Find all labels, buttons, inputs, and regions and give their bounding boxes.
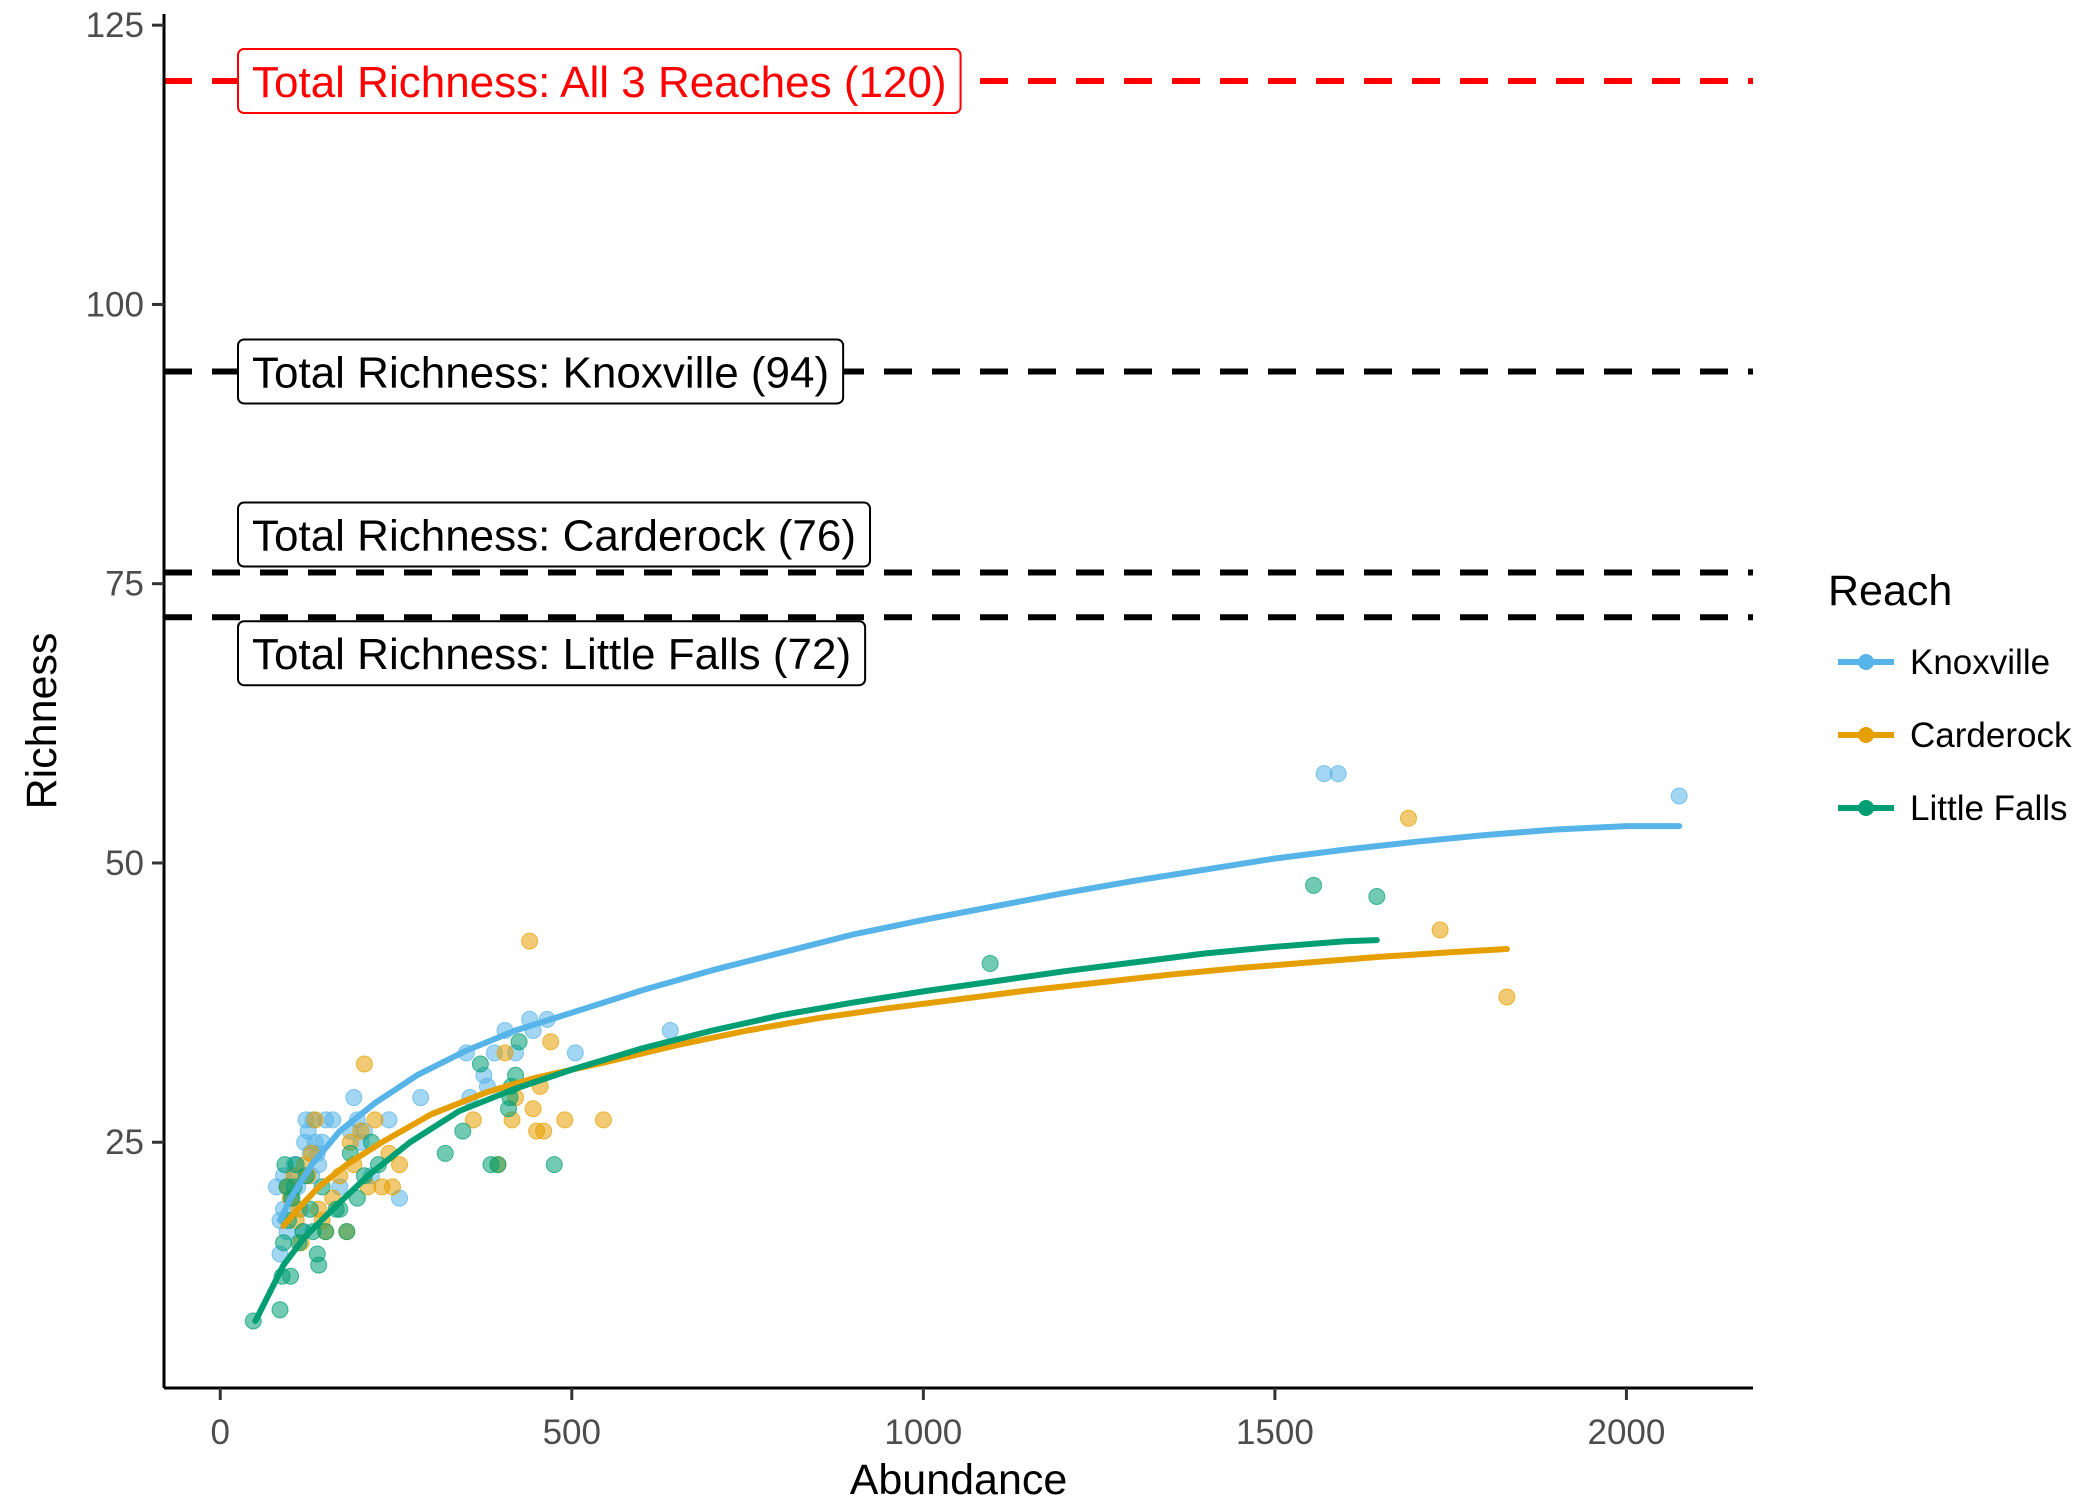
reference-label-text: Total Richness: Knoxville (94): [252, 348, 829, 397]
data-point-knoxville: [324, 1111, 342, 1129]
data-point-carderock: [1399, 809, 1417, 827]
data-point-carderock: [535, 1122, 553, 1140]
data-point-little-falls: [1305, 876, 1323, 894]
data-point-carderock: [355, 1055, 373, 1073]
x-tick-label: 500: [543, 1413, 601, 1452]
data-point-little-falls: [981, 955, 999, 973]
legend-label-carderock: Carderock: [1910, 716, 2072, 755]
y-tick-label: 125: [86, 6, 144, 45]
x-axis-title: Abundance: [850, 1456, 1068, 1500]
legend-key-point-carderock: [1858, 727, 1874, 743]
data-point-carderock: [524, 1100, 542, 1118]
legend-key-point-knoxville: [1858, 654, 1874, 670]
reference-label-box: [237, 620, 867, 687]
data-point-little-falls: [310, 1256, 328, 1274]
reference-label-box: [237, 338, 845, 405]
reference-label-box: [237, 501, 872, 568]
data-point-little-falls: [275, 1234, 293, 1252]
data-point-little-falls: [454, 1122, 472, 1140]
data-point-little-falls: [282, 1267, 300, 1285]
data-point-little-falls: [436, 1144, 454, 1162]
x-tick-label: 0: [211, 1413, 230, 1452]
data-point-little-falls: [287, 1156, 305, 1174]
data-point-little-falls: [301, 1200, 319, 1218]
reference-label-3: Total Richness: Carderock (76): [237, 501, 872, 568]
data-point-carderock: [496, 1044, 514, 1062]
reference-label-2: Total Richness: Knoxville (94): [237, 338, 845, 405]
data-point-little-falls: [338, 1223, 356, 1241]
y-axis-title: Richness: [18, 633, 66, 810]
data-point-carderock: [391, 1156, 409, 1174]
y-tick-label: 25: [105, 1123, 144, 1162]
data-point-little-falls: [510, 1033, 528, 1051]
legend: Reach Knoxville Carderock Little Falls: [1828, 567, 2072, 828]
data-point-little-falls: [271, 1301, 289, 1319]
data-point-carderock: [594, 1111, 612, 1129]
data-point-knoxville: [412, 1089, 430, 1107]
data-point-knoxville: [1329, 765, 1347, 783]
fit-line-knoxville: [277, 823, 1683, 1224]
y-tick-label: 100: [86, 285, 144, 324]
data-point-little-falls: [545, 1156, 563, 1174]
reference-label-text: Total Richness: All 3 Reaches (120): [252, 58, 947, 107]
y-tick-label: 50: [105, 844, 144, 883]
y-tick-label: 75: [105, 565, 144, 604]
legend-label-knoxville: Knoxville: [1910, 643, 2050, 682]
data-point-carderock: [1498, 988, 1516, 1006]
reference-labels: Total Richness: All 3 Reaches (120) Total…: [237, 48, 962, 687]
data-point-carderock: [366, 1111, 384, 1129]
legend-label-little-falls: Little Falls: [1910, 789, 2068, 828]
legend-key-point-little-falls: [1858, 800, 1874, 816]
data-point-knoxville: [566, 1044, 584, 1062]
data-point-little-falls: [489, 1156, 507, 1174]
reference-label-box: [237, 48, 962, 115]
x-tick-label: 1000: [884, 1413, 962, 1452]
fit-curves: [252, 823, 1683, 1324]
data-point-carderock: [384, 1178, 402, 1196]
data-point-carderock: [1431, 921, 1449, 939]
data-point-knoxville: [661, 1022, 679, 1040]
data-point-knoxville: [1670, 787, 1688, 805]
fit-line-little-falls: [252, 937, 1380, 1324]
data-point-knoxville: [345, 1089, 363, 1107]
fit-line-carderock: [280, 946, 1510, 1229]
data-point-carderock: [352, 1122, 370, 1140]
reference-label-text: Total Richness: Little Falls (72): [252, 630, 851, 679]
data-point-little-falls: [471, 1055, 489, 1073]
data-point-little-falls: [348, 1189, 366, 1207]
data-point-carderock: [306, 1111, 324, 1129]
x-tick-label: 2000: [1588, 1413, 1666, 1452]
data-point-carderock: [521, 932, 539, 950]
reference-label-text: Total Richness: Carderock (76): [252, 511, 856, 560]
legend-title: Reach: [1828, 567, 1952, 615]
data-points: [244, 765, 1688, 1330]
data-point-little-falls: [317, 1223, 335, 1241]
reference-label-4: Total Richness: Little Falls (72): [237, 620, 867, 687]
data-point-carderock: [464, 1111, 482, 1129]
data-point-carderock: [542, 1033, 560, 1051]
data-point-carderock: [556, 1111, 574, 1129]
axes: 0 500 1000 1500 2000 25 50 75 100 125 Abundance Ric…: [18, 6, 1753, 1500]
reference-label-1: Total Richness: All 3 Reaches (120): [237, 48, 962, 115]
data-point-little-falls: [1368, 887, 1386, 905]
x-tick-label: 1500: [1236, 1413, 1314, 1452]
